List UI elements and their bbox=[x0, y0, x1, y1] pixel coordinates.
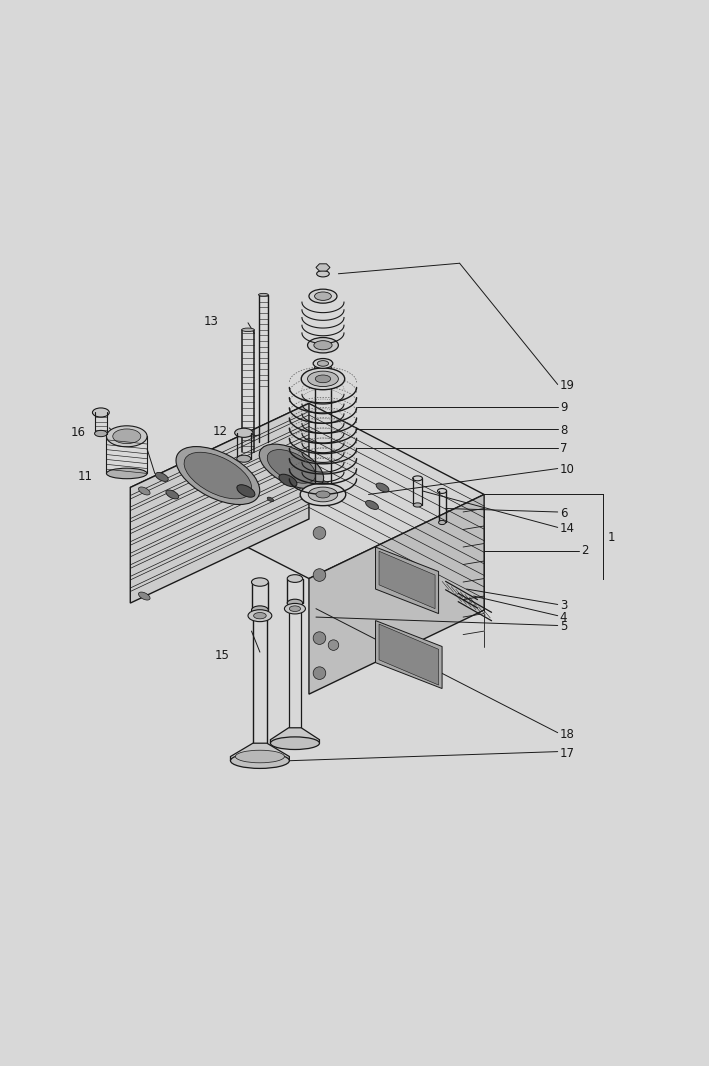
Ellipse shape bbox=[267, 497, 274, 502]
Ellipse shape bbox=[301, 368, 345, 390]
Text: 1: 1 bbox=[608, 532, 615, 545]
Ellipse shape bbox=[300, 483, 346, 505]
Ellipse shape bbox=[308, 487, 337, 502]
Ellipse shape bbox=[94, 431, 107, 437]
Ellipse shape bbox=[284, 603, 306, 614]
Ellipse shape bbox=[248, 610, 272, 621]
Text: 10: 10 bbox=[560, 464, 575, 477]
Ellipse shape bbox=[155, 472, 168, 482]
Text: 15: 15 bbox=[214, 649, 229, 662]
Text: 7: 7 bbox=[560, 441, 567, 455]
Ellipse shape bbox=[113, 429, 141, 443]
Text: 9: 9 bbox=[560, 401, 567, 414]
Polygon shape bbox=[130, 403, 309, 603]
Ellipse shape bbox=[252, 578, 268, 586]
Ellipse shape bbox=[252, 605, 268, 614]
Ellipse shape bbox=[366, 501, 379, 510]
Ellipse shape bbox=[138, 487, 150, 495]
Ellipse shape bbox=[92, 408, 109, 417]
Polygon shape bbox=[270, 728, 320, 743]
Ellipse shape bbox=[235, 429, 253, 437]
Ellipse shape bbox=[413, 503, 422, 507]
Text: 13: 13 bbox=[204, 314, 219, 328]
Ellipse shape bbox=[259, 445, 323, 488]
Ellipse shape bbox=[106, 468, 147, 479]
Ellipse shape bbox=[267, 450, 316, 483]
Ellipse shape bbox=[313, 667, 325, 679]
Ellipse shape bbox=[138, 592, 150, 600]
Ellipse shape bbox=[176, 447, 259, 504]
Ellipse shape bbox=[313, 527, 325, 539]
Ellipse shape bbox=[309, 289, 337, 303]
Text: 4: 4 bbox=[560, 611, 567, 624]
Text: 3: 3 bbox=[560, 599, 567, 612]
Polygon shape bbox=[130, 403, 484, 579]
Ellipse shape bbox=[308, 371, 338, 387]
Text: 8: 8 bbox=[560, 423, 567, 436]
Ellipse shape bbox=[413, 475, 423, 481]
Text: 11: 11 bbox=[78, 470, 93, 484]
Polygon shape bbox=[379, 551, 435, 609]
Polygon shape bbox=[316, 263, 330, 271]
Ellipse shape bbox=[289, 605, 301, 612]
Ellipse shape bbox=[279, 474, 297, 487]
Ellipse shape bbox=[313, 632, 325, 645]
Ellipse shape bbox=[184, 452, 252, 499]
Text: 19: 19 bbox=[560, 379, 575, 392]
Ellipse shape bbox=[313, 569, 325, 581]
Ellipse shape bbox=[259, 293, 268, 296]
Polygon shape bbox=[379, 624, 439, 685]
Text: 17: 17 bbox=[560, 746, 575, 759]
Ellipse shape bbox=[318, 360, 328, 367]
Ellipse shape bbox=[315, 292, 331, 301]
Ellipse shape bbox=[106, 425, 147, 447]
Ellipse shape bbox=[237, 485, 255, 497]
Ellipse shape bbox=[230, 753, 289, 769]
Ellipse shape bbox=[325, 484, 334, 490]
Ellipse shape bbox=[313, 358, 333, 369]
Text: 2: 2 bbox=[581, 544, 589, 558]
Polygon shape bbox=[230, 743, 289, 761]
Ellipse shape bbox=[270, 737, 320, 749]
Ellipse shape bbox=[254, 613, 266, 619]
Ellipse shape bbox=[287, 599, 303, 607]
Ellipse shape bbox=[235, 750, 284, 763]
Text: 6: 6 bbox=[560, 506, 567, 520]
Text: 14: 14 bbox=[560, 522, 575, 535]
Ellipse shape bbox=[308, 338, 338, 353]
Polygon shape bbox=[376, 547, 439, 614]
Polygon shape bbox=[309, 495, 484, 694]
Ellipse shape bbox=[317, 271, 329, 277]
Ellipse shape bbox=[287, 575, 303, 582]
Ellipse shape bbox=[316, 491, 330, 498]
Ellipse shape bbox=[376, 483, 389, 491]
Ellipse shape bbox=[166, 490, 179, 499]
Text: 18: 18 bbox=[560, 728, 575, 741]
Ellipse shape bbox=[314, 341, 332, 350]
Text: 16: 16 bbox=[71, 426, 86, 439]
Ellipse shape bbox=[437, 488, 447, 494]
Ellipse shape bbox=[439, 520, 445, 524]
Ellipse shape bbox=[242, 328, 255, 332]
Polygon shape bbox=[376, 620, 442, 689]
Ellipse shape bbox=[315, 365, 331, 372]
Text: 5: 5 bbox=[560, 620, 567, 633]
Ellipse shape bbox=[237, 455, 251, 463]
Text: 12: 12 bbox=[213, 425, 228, 438]
Ellipse shape bbox=[316, 375, 330, 383]
Ellipse shape bbox=[328, 640, 339, 650]
